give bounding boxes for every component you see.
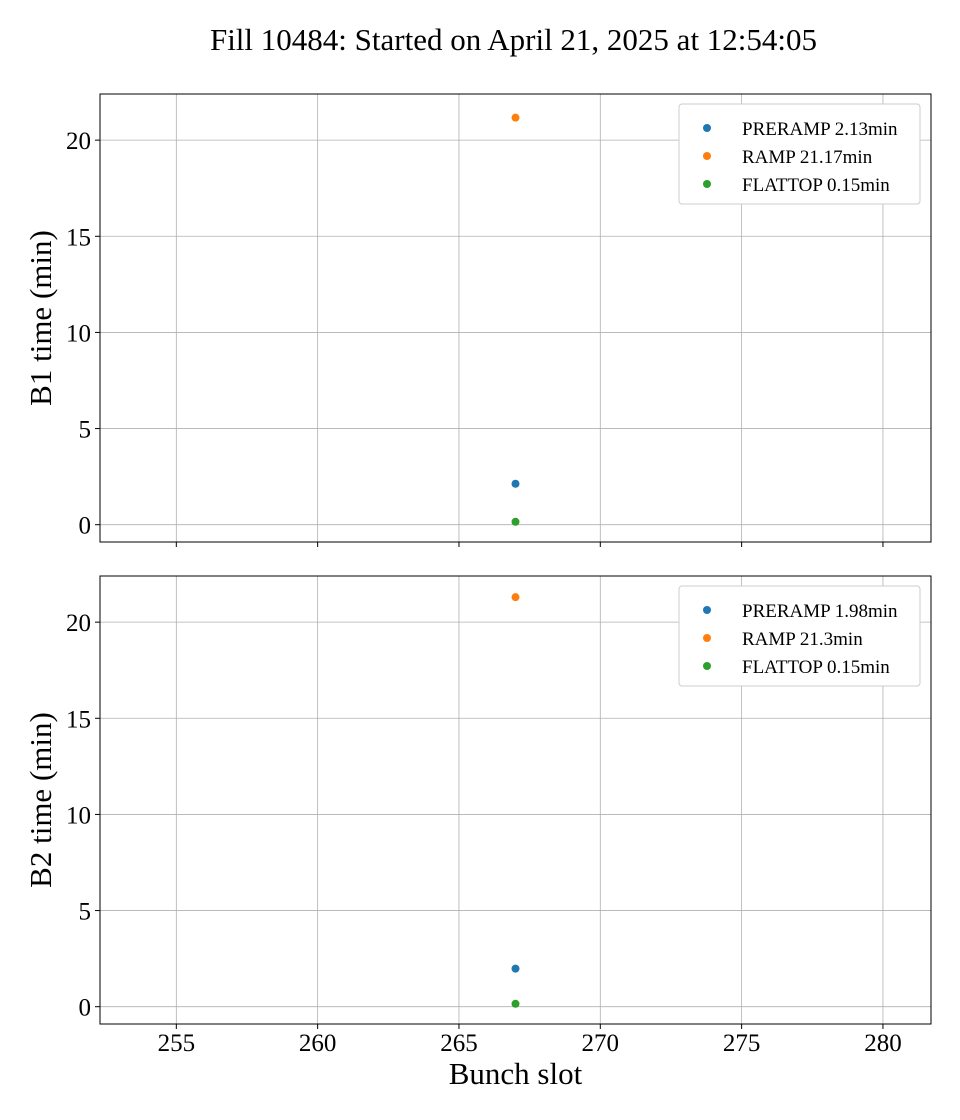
legend-frame (678, 585, 921, 687)
y-axis-label: B1 time (min) (23, 230, 58, 406)
y-tick-label: 15 (66, 706, 91, 733)
legend-label: PRERAMP 1.98min (742, 601, 898, 622)
x-tick-label: 260 (299, 1030, 337, 1057)
y-tick-label: 0 (79, 995, 92, 1022)
data-point (511, 964, 520, 973)
y-tick-label: 10 (66, 320, 91, 347)
legend-marker (703, 662, 711, 670)
y-tick-label: 5 (79, 899, 92, 926)
x-tick-label: 270 (582, 1030, 620, 1057)
y-tick-label: 20 (66, 610, 91, 637)
legend-marker (703, 124, 711, 132)
legend-frame (678, 103, 921, 205)
legend-label: RAMP 21.3min (742, 629, 863, 650)
plot-panel-2: 255 260 265 270 275 280 0 5 10 15 20 B2 time (min) B… (23, 575, 932, 1091)
y-tick-label: 0 (79, 513, 92, 540)
legend-marker (703, 152, 711, 160)
y-tick-label: 5 (79, 417, 92, 444)
figure-title: Fill 10484: Started on April 21, 2025 at… (209, 22, 818, 57)
data-point (511, 517, 520, 526)
y-tick-label: 10 (66, 802, 91, 829)
data-point (511, 999, 520, 1008)
y-tick-label: 15 (66, 224, 91, 251)
legend-marker (703, 606, 711, 614)
data-point (511, 113, 520, 122)
data-point (511, 479, 520, 488)
legend-label: FLATTOP 0.15min (742, 175, 890, 196)
x-tick-label: 280 (864, 1030, 902, 1057)
legend: PRERAMP 1.98min RAMP 21.3min FLATTOP 0.15m… (678, 585, 921, 687)
plot-frame (99, 575, 932, 1025)
x-tick-label: 265 (440, 1030, 478, 1057)
legend-label: RAMP 21.17min (742, 147, 873, 168)
legend-label: FLATTOP 0.15min (742, 657, 890, 678)
y-tick-label: 20 (66, 128, 91, 155)
legend: PRERAMP 2.13min RAMP 21.17min FLATTOP 0.15… (678, 103, 921, 205)
plot-frame (99, 93, 932, 543)
data-point (511, 593, 520, 602)
x-axis-label: Bunch slot (449, 1056, 583, 1091)
x-tick-label: 275 (723, 1030, 761, 1057)
y-axis-label: B2 time (min) (23, 712, 58, 888)
legend-marker (703, 634, 711, 642)
legend-label: PRERAMP 2.13min (742, 119, 898, 140)
legend-marker (703, 180, 711, 188)
x-tick-label: 255 (158, 1030, 196, 1057)
plot-panel-1: 0 5 10 15 20 B1 time (min) PRERAMP 2.13min RAMP… (23, 93, 932, 547)
